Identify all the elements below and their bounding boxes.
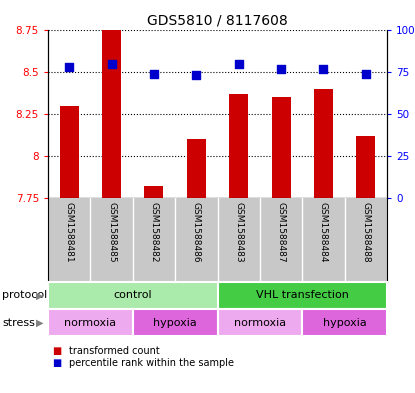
Bar <box>48 282 217 309</box>
Point <box>362 70 369 77</box>
Text: transformed count: transformed count <box>69 346 159 356</box>
Bar <box>302 309 387 336</box>
Text: percentile rank within the sample: percentile rank within the sample <box>69 358 234 368</box>
Point <box>66 64 73 70</box>
Bar <box>48 309 133 336</box>
Text: VHL transfection: VHL transfection <box>256 290 349 301</box>
Bar <box>217 309 302 336</box>
Text: stress: stress <box>2 318 35 327</box>
Bar <box>217 282 387 309</box>
Bar <box>60 106 79 198</box>
Bar <box>102 8 121 198</box>
Text: hypoxia: hypoxia <box>323 318 366 327</box>
Point <box>278 66 284 72</box>
Bar <box>133 309 217 336</box>
Point <box>235 61 242 67</box>
Text: control: control <box>113 290 152 301</box>
Text: protocol: protocol <box>2 290 47 301</box>
Text: GSM1588488: GSM1588488 <box>361 202 370 263</box>
Text: hypoxia: hypoxia <box>153 318 197 327</box>
Text: normoxia: normoxia <box>234 318 286 327</box>
Text: GSM1588487: GSM1588487 <box>276 202 286 263</box>
Title: GDS5810 / 8117608: GDS5810 / 8117608 <box>147 13 288 28</box>
Text: GSM1588482: GSM1588482 <box>149 202 159 263</box>
Text: ▶: ▶ <box>36 290 44 301</box>
Text: GSM1588486: GSM1588486 <box>192 202 201 263</box>
Point <box>320 66 327 72</box>
Text: ▶: ▶ <box>36 318 44 327</box>
Bar <box>271 97 290 198</box>
Text: GSM1588483: GSM1588483 <box>234 202 243 263</box>
Bar <box>229 94 248 198</box>
Point <box>151 70 157 77</box>
Text: ■: ■ <box>52 358 61 368</box>
Bar <box>187 139 206 198</box>
Point <box>193 72 200 79</box>
Text: GSM1588484: GSM1588484 <box>319 202 328 263</box>
Bar <box>356 136 375 198</box>
Point <box>108 61 115 67</box>
Bar <box>314 89 333 198</box>
Text: GSM1588485: GSM1588485 <box>107 202 116 263</box>
Bar <box>144 186 164 198</box>
Text: ■: ■ <box>52 346 61 356</box>
Text: GSM1588481: GSM1588481 <box>65 202 74 263</box>
Text: normoxia: normoxia <box>64 318 117 327</box>
